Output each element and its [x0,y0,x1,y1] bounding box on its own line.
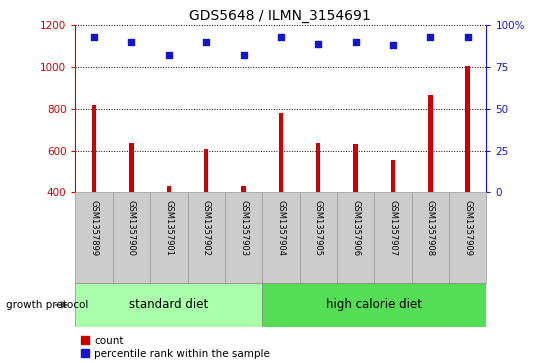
Point [276,34,285,40]
Bar [466,66,470,192]
Bar [316,143,320,192]
Text: GSM1357908: GSM1357908 [426,200,435,256]
Text: GSM1357901: GSM1357901 [164,200,173,256]
Legend: count, percentile rank within the sample: count, percentile rank within the sample [80,335,270,359]
Point [426,34,435,40]
Text: GDS5648 / ILMN_3154691: GDS5648 / ILMN_3154691 [188,9,371,23]
FancyBboxPatch shape [75,283,262,327]
Bar [391,160,395,192]
Bar [353,144,358,192]
Bar [204,148,209,192]
FancyBboxPatch shape [337,192,375,283]
Point [127,39,136,45]
FancyBboxPatch shape [187,192,225,283]
Point [239,53,248,58]
FancyBboxPatch shape [225,192,262,283]
Point [202,39,211,45]
Text: GSM1357900: GSM1357900 [127,200,136,256]
Bar [278,113,283,192]
Point [314,41,323,47]
FancyBboxPatch shape [150,192,187,283]
Text: GSM1357899: GSM1357899 [89,200,98,256]
FancyBboxPatch shape [300,192,337,283]
Bar [428,95,433,192]
FancyBboxPatch shape [75,192,113,283]
Text: GSM1357904: GSM1357904 [276,200,286,256]
FancyBboxPatch shape [262,192,300,283]
Text: high calorie diet: high calorie diet [326,298,422,311]
Point [351,39,360,45]
Point [389,42,397,48]
Text: GSM1357907: GSM1357907 [389,200,397,256]
Point [463,34,472,40]
Point [164,53,173,58]
Bar [129,143,134,192]
FancyBboxPatch shape [113,192,150,283]
Text: standard diet: standard diet [129,298,209,311]
Text: GSM1357903: GSM1357903 [239,200,248,256]
FancyBboxPatch shape [411,192,449,283]
FancyBboxPatch shape [262,283,486,327]
Text: growth protocol: growth protocol [6,300,88,310]
Bar [167,186,171,192]
Point [89,34,98,40]
FancyBboxPatch shape [449,192,486,283]
Bar [92,105,96,192]
Text: GSM1357905: GSM1357905 [314,200,323,256]
Bar [241,186,246,192]
Text: GSM1357902: GSM1357902 [202,200,211,256]
FancyBboxPatch shape [375,192,411,283]
Text: GSM1357906: GSM1357906 [351,200,360,256]
Text: GSM1357909: GSM1357909 [463,200,472,256]
